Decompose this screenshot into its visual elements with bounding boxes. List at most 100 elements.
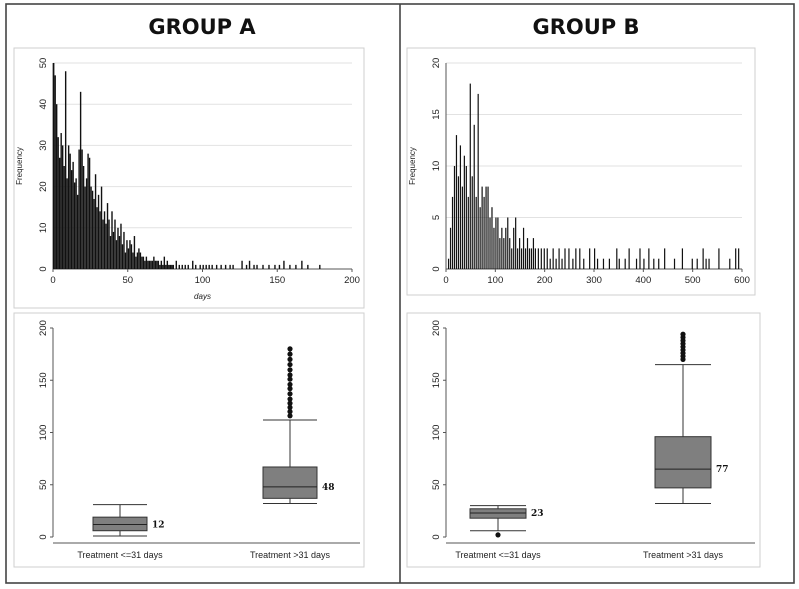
- histogram-bar: [718, 248, 720, 269]
- x-tick-label: 600: [734, 275, 750, 286]
- histogram-bar: [232, 264, 234, 269]
- y-tick-label: 0: [431, 266, 442, 271]
- histogram-bar: [475, 196, 477, 269]
- histogram-bar: [96, 207, 98, 269]
- y-tick-label: 0: [38, 534, 49, 539]
- histogram-bar: [453, 166, 456, 269]
- histogram-bar: [112, 231, 115, 269]
- histogram-bar: [121, 244, 124, 269]
- histogram-bar: [157, 260, 160, 269]
- histogram-bar: [58, 157, 61, 269]
- y-tick-label: 200: [431, 320, 442, 336]
- histogram-bar: [78, 149, 80, 269]
- histogram-bar: [301, 260, 303, 269]
- histogram-bar: [497, 217, 499, 269]
- histogram-bar: [295, 264, 297, 269]
- y-tick-label: 50: [38, 479, 49, 490]
- outlier-point: [287, 391, 293, 397]
- histogram-bar: [483, 196, 485, 269]
- histogram-bar: [608, 258, 610, 269]
- y-tick-label: 15: [431, 109, 442, 120]
- histogram-bar: [449, 227, 452, 269]
- outlier-point: [287, 367, 293, 373]
- histogram-bar: [256, 264, 258, 269]
- box-iqr: [262, 466, 318, 499]
- histogram-bar: [208, 264, 210, 269]
- category-label: Treatment <=31 days: [455, 550, 541, 560]
- histogram-bar: [70, 170, 73, 269]
- histogram-bar: [319, 264, 321, 269]
- outlier-point: [287, 346, 293, 352]
- histogram-bar: [572, 258, 574, 269]
- histogram-bar: [141, 256, 143, 269]
- histogram-bar: [524, 248, 527, 269]
- y-tick-label: 150: [38, 372, 49, 388]
- histogram-bar: [94, 174, 97, 269]
- histogram-bar: [215, 264, 218, 269]
- boxplot-group-a: 0 50 100 150 200 12 Treatment <=31 days 48 Treat…: [13, 312, 365, 568]
- histogram-bar: [583, 258, 585, 269]
- histogram-bar: [106, 203, 109, 269]
- category-label: Treatment >31 days: [250, 550, 330, 560]
- boxplot-group-b: 0 50 100 150 200 23 Treatment <=31 days 77 Treat…: [406, 312, 761, 568]
- histogram-bar: [602, 258, 605, 269]
- histogram-bar: [129, 240, 131, 269]
- histogram-bar: [93, 198, 95, 269]
- histogram-bar: [575, 248, 577, 269]
- histogram-bar: [145, 256, 148, 269]
- y-axis-label: Frequency: [15, 147, 24, 185]
- histogram-bar: [664, 248, 666, 269]
- histogram-bar: [151, 260, 154, 269]
- histogram-bar: [589, 248, 591, 269]
- histogram-bar: [109, 236, 112, 269]
- histogram-bar: [84, 186, 86, 269]
- box-iqr: [469, 508, 527, 519]
- histogram-bar: [99, 211, 101, 269]
- y-tick-label: 50: [431, 479, 442, 490]
- histogram-bar: [165, 264, 167, 269]
- histogram-bar: [479, 207, 481, 269]
- histogram-bar: [493, 227, 495, 269]
- histogram-bar: [491, 207, 493, 269]
- histogram-bar: [124, 252, 127, 269]
- histogram-bar: [60, 133, 62, 269]
- histogram-bar: [224, 264, 227, 269]
- histogram-bar: [530, 248, 533, 269]
- histogram-bar: [624, 258, 626, 269]
- histogram-bar: [63, 166, 65, 269]
- x-tick-label: 400: [635, 275, 651, 286]
- y-tick-label: 0: [38, 266, 49, 271]
- histogram-bar: [181, 264, 183, 269]
- histogram-bar: [90, 186, 92, 269]
- y-tick-label: 0: [431, 534, 442, 539]
- histogram-bar: [274, 264, 276, 269]
- histogram-bar: [635, 258, 638, 269]
- y-tick-label: 20: [38, 181, 49, 192]
- histogram-bar: [118, 236, 121, 269]
- histogram-bar: [163, 256, 166, 269]
- outlier-point: [287, 413, 293, 419]
- histogram-bar: [135, 256, 137, 269]
- category-label: Treatment >31 days: [643, 550, 723, 560]
- x-tick-label: 300: [586, 275, 602, 286]
- histogram-bar: [82, 166, 85, 269]
- histogram-bar: [75, 178, 77, 269]
- histogram-bar: [142, 256, 145, 269]
- histogram-bar: [520, 248, 523, 269]
- outlier-point: [287, 400, 293, 406]
- histogram-bar: [85, 178, 88, 269]
- histogram-bar: [87, 153, 89, 269]
- outlier-point: [287, 351, 293, 357]
- box-iqr: [92, 516, 148, 532]
- histogram-bar: [103, 211, 106, 269]
- histogram-bar: [501, 227, 503, 269]
- plot-background: [13, 312, 365, 568]
- histogram-bar: [195, 264, 197, 269]
- histogram-bar: [102, 219, 104, 269]
- histogram-bar: [132, 252, 134, 269]
- y-tick-label: 5: [431, 215, 442, 220]
- histogram-bar: [507, 217, 509, 269]
- histogram-bar: [160, 260, 163, 269]
- histogram-bar: [184, 264, 186, 269]
- histogram-bar: [166, 260, 169, 269]
